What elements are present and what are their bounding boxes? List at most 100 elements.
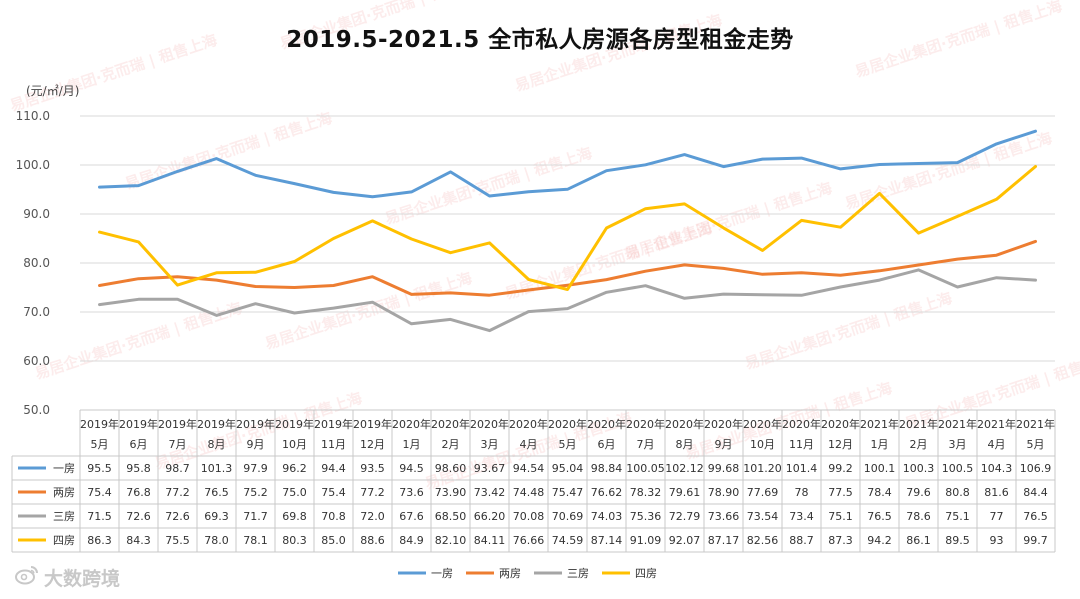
data-point [800,219,803,222]
data-point [371,219,374,222]
table-cell: 100.3 [903,462,935,475]
table-cell: 80.3 [282,534,307,547]
table-cell: 75.36 [630,510,662,523]
data-point [761,273,764,276]
y-tick-label: 70.0 [23,305,50,319]
data-point [917,162,920,165]
table-cell: 93.67 [474,462,506,475]
data-point [1034,130,1037,133]
data-point [215,271,218,274]
data-point [332,237,335,240]
data-point [644,163,647,166]
data-point [410,322,413,325]
data-point [98,303,101,306]
table-cell: 70.8 [321,510,346,523]
data-point [800,294,803,297]
data-point [1034,279,1037,282]
table-cell: 68.50 [435,510,467,523]
x-tick-month-label: 8月 [208,438,226,451]
legend-label: 四房 [635,567,657,580]
table-row-label: 四房 [53,534,75,547]
table-cell: 81.6 [984,486,1009,499]
table-cell: 99.2 [828,462,853,475]
corner-logo-text: 大数跨境 [44,568,121,590]
data-point [995,276,998,279]
table-cell: 72.79 [669,510,701,523]
x-tick-year-label: 2020年 [509,417,548,431]
data-point [332,284,335,287]
table-cell: 99.7 [1023,534,1048,547]
weibo-icon [14,564,40,591]
table-cell: 93.5 [360,462,385,475]
data-point [137,184,140,187]
data-point [410,190,413,193]
table-cell: 75.2 [243,486,268,499]
table-cell: 86.3 [87,534,112,547]
x-tick-year-label: 2020年 [626,417,665,431]
data-point [566,307,569,310]
x-tick-month-label: 10月 [750,438,775,451]
data-point [1034,240,1037,243]
table-cell: 75.1 [828,510,853,523]
data-point [917,232,920,235]
table-cell: 75.4 [321,486,346,499]
table-cell: 80.8 [945,486,970,499]
data-point [254,285,257,288]
table-cell: 94.2 [867,534,892,547]
data-point [644,207,647,210]
table-cell: 97.9 [243,462,268,475]
table-cell: 78.1 [243,534,268,547]
table-cell: 92.07 [669,534,701,547]
data-point [878,269,881,272]
x-tick-month-label: 7月 [637,438,655,451]
data-point [332,191,335,194]
x-tick-month-label: 12月 [828,438,853,451]
table-cell: 87.14 [591,534,623,547]
data-point [605,291,608,294]
data-point [644,284,647,287]
table-cell: 98.84 [591,462,623,475]
data-point [176,170,179,173]
data-point [98,186,101,189]
corner-logo: 大数跨境 [14,564,120,591]
x-tick-month-label: 1月 [403,438,421,451]
table-cell: 77 [990,510,1004,523]
data-point [566,288,569,291]
data-point [527,310,530,313]
table-cell: 78 [795,486,809,499]
table-cell: 76.5 [204,486,229,499]
series-line-1 [98,129,1037,199]
x-tick-year-label: 2020年 [821,417,860,431]
table-cell: 88.7 [789,534,814,547]
y-tick-label: 60.0 [23,354,50,368]
data-point [98,284,101,287]
table-cell: 73.66 [708,510,740,523]
table-cell: 71.7 [243,510,268,523]
table-cell: 100.05 [626,462,665,475]
table-cell: 100.5 [942,462,974,475]
table-cell: 78.0 [204,534,229,547]
x-tick-year-label: 2020年 [470,417,509,431]
data-point [137,277,140,280]
table-cell: 70.69 [552,510,584,523]
data-point [215,157,218,160]
table-cell: 78.32 [630,486,662,499]
chart-title: 2019.5-2021.5 全市私人房源各房型租金走势 [286,27,794,53]
data-point [98,231,101,234]
data-point [254,271,257,274]
table-cell: 94.5 [399,462,424,475]
table-row-label: 两房 [53,486,75,499]
x-tick-year-label: 2020年 [743,417,782,431]
data-point [371,301,374,304]
data-point [488,195,491,198]
table-cell: 69.8 [282,510,307,523]
data-point [800,157,803,160]
x-tick-month-label: 9月 [247,438,265,451]
data-point [371,195,374,198]
table-cell: 69.3 [204,510,229,523]
data-point [293,182,296,185]
table-row-label: 一房 [53,462,75,475]
table-cell: 79.6 [906,486,931,499]
y-tick-label: 50.0 [23,403,50,417]
